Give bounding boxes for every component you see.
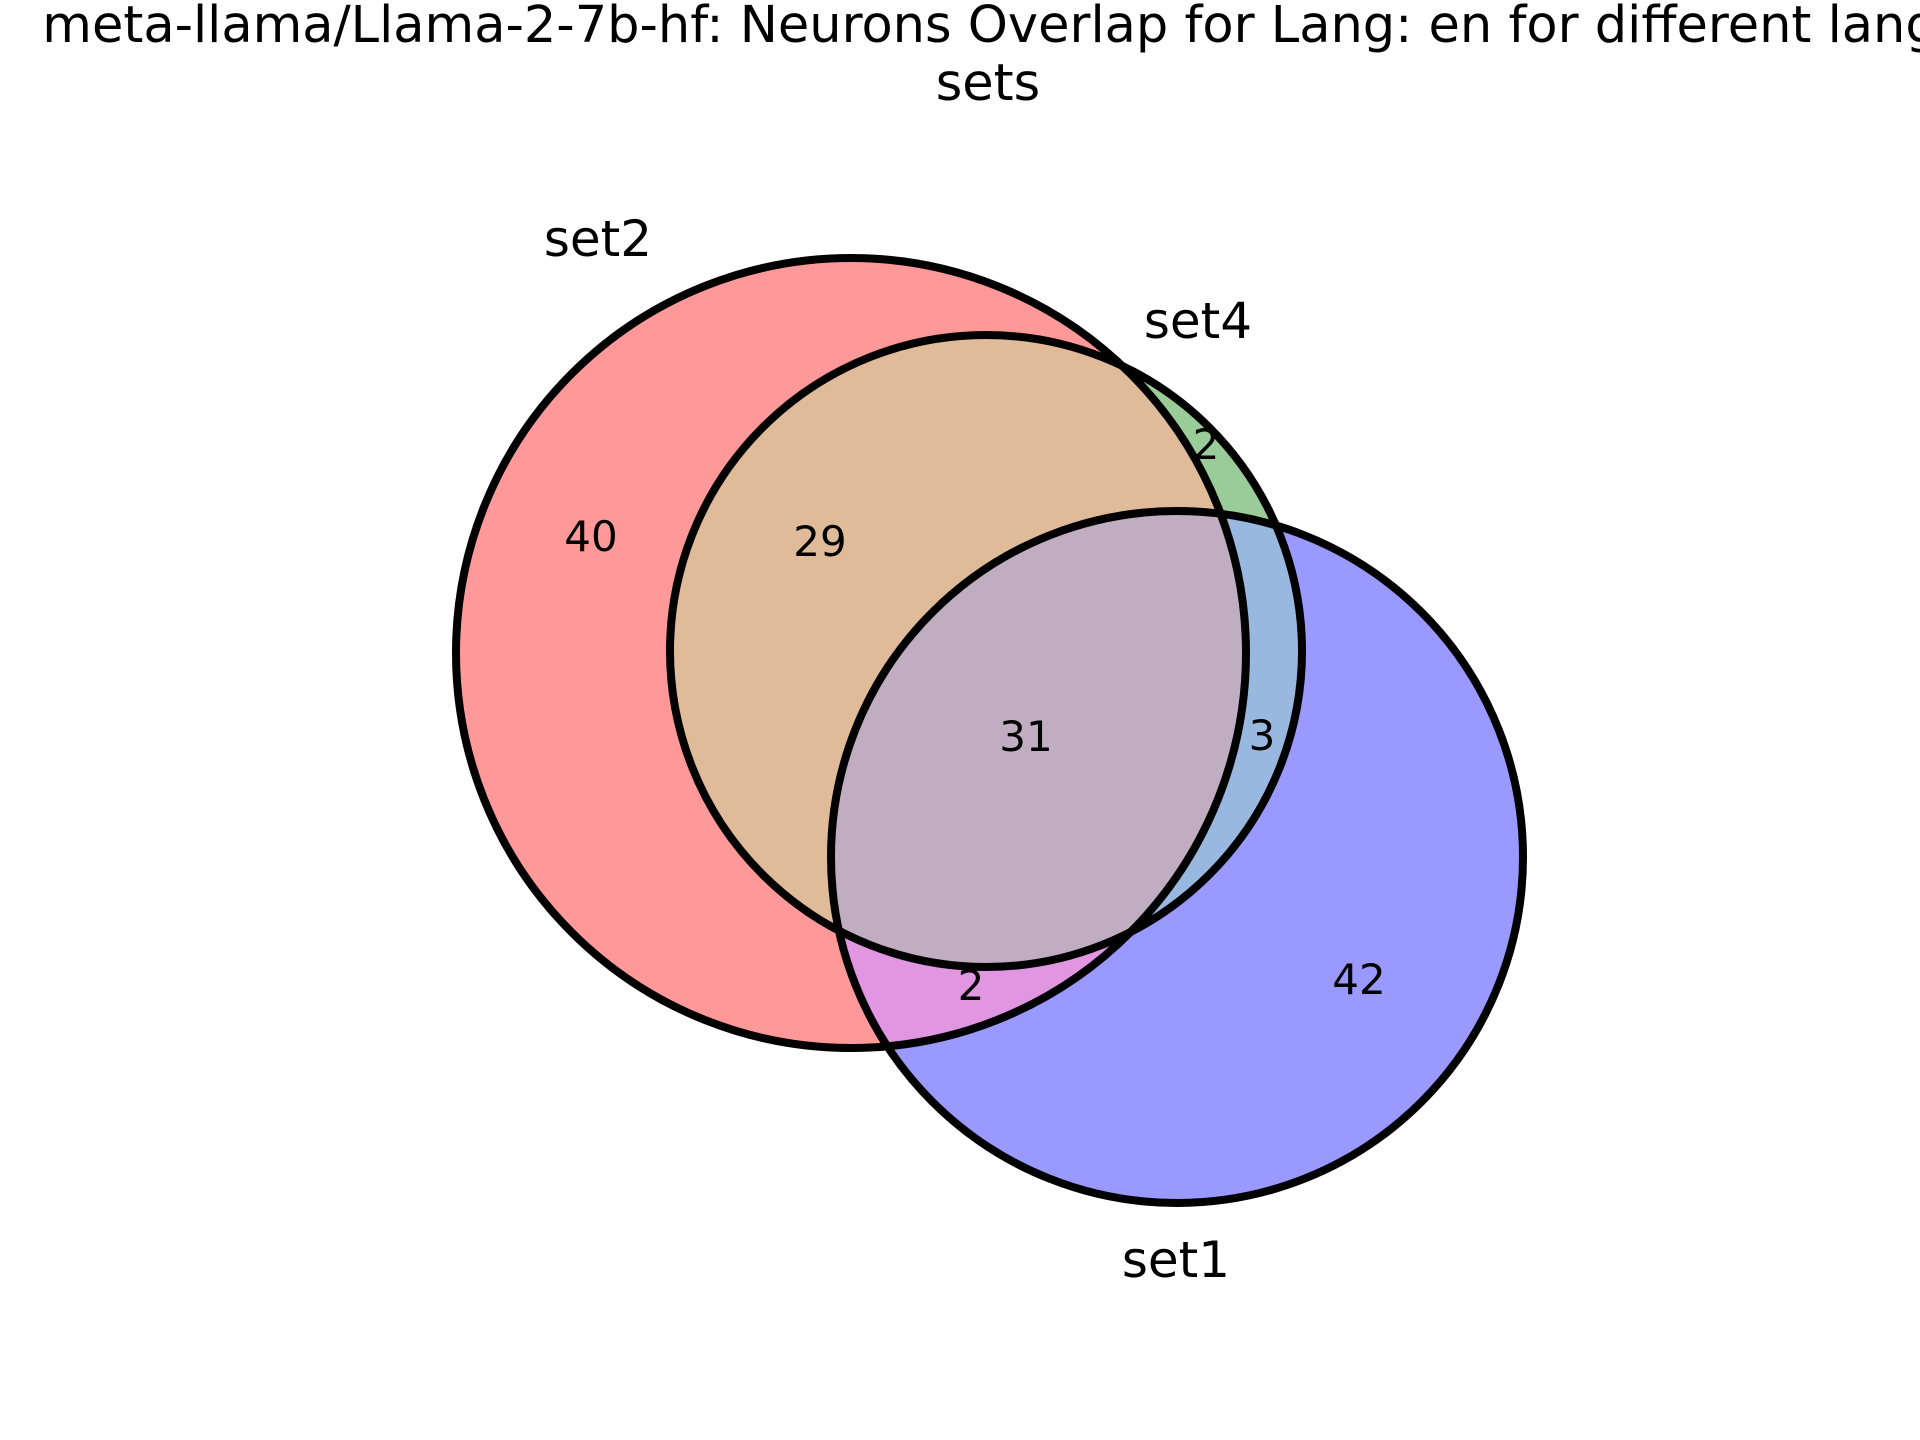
venn-outlines bbox=[452, 254, 1527, 1207]
chart-title-line1: meta-llama/Llama-2-7b-hf: Neurons Overla… bbox=[42, 0, 1920, 55]
set1-circle bbox=[827, 507, 1527, 1207]
set1-label: set1 bbox=[1122, 1231, 1230, 1289]
count-all-three: 31 bbox=[999, 712, 1052, 761]
count-set2-only: 40 bbox=[564, 512, 617, 561]
count-set1-set2: 2 bbox=[958, 961, 985, 1010]
count-set4-only: 2 bbox=[1193, 420, 1220, 469]
set2-circle bbox=[452, 254, 1250, 1052]
count-set1-set4: 3 bbox=[1249, 711, 1276, 760]
count-set1-only: 42 bbox=[1332, 955, 1385, 1004]
venn-regions bbox=[456, 258, 1523, 1203]
set4-label: set4 bbox=[1144, 292, 1252, 350]
region-all-three bbox=[831, 511, 1246, 967]
count-set2-set4: 29 bbox=[793, 517, 846, 566]
chart-title-line2: sets bbox=[936, 54, 1041, 113]
set4-circle bbox=[666, 331, 1306, 971]
set2-label: set2 bbox=[544, 210, 652, 268]
